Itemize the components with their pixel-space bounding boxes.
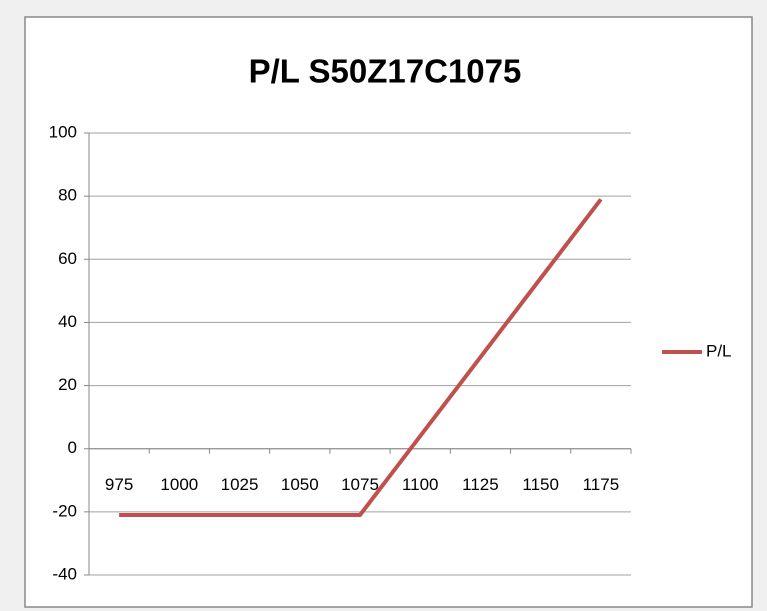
legend-label: P/L: [706, 341, 732, 360]
x-tick-label: 975: [105, 475, 133, 494]
y-tick-label: -20: [52, 501, 77, 520]
y-tick-label: -40: [52, 564, 77, 583]
x-tick-label: 1050: [281, 475, 319, 494]
x-tick-label: 1025: [221, 475, 259, 494]
x-tick-label: 1125: [462, 475, 499, 494]
x-tick-label: 1175: [583, 475, 620, 494]
x-tick-label: 1100: [402, 475, 439, 494]
data-line: [119, 198, 603, 518]
chart-frame: [24, 16, 753, 608]
y-tick-label: 80: [58, 186, 77, 205]
x-tick-label: 1000: [160, 475, 198, 494]
x-tick-label: 1150: [522, 475, 559, 494]
y-tick-label: 40: [58, 312, 77, 331]
y-tick-label: 100: [49, 122, 77, 141]
x-tick-label: 1075: [341, 475, 379, 494]
y-tick-label: 20: [58, 375, 77, 394]
y-tick-label: 0: [68, 438, 77, 457]
y-tick-label: 60: [58, 249, 77, 268]
chart-title: P/L S50Z17C1075: [249, 53, 522, 90]
